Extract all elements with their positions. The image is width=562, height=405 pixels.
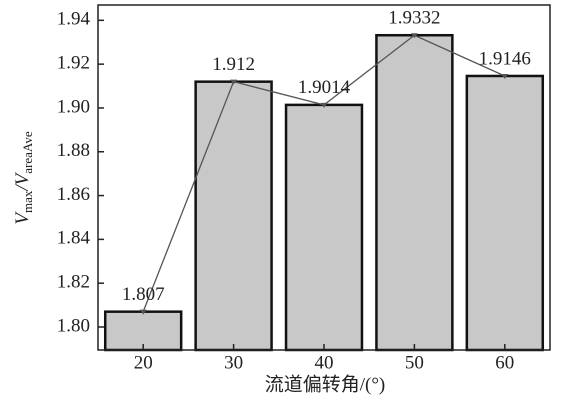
line-marker (139, 309, 147, 315)
line-marker (501, 73, 509, 79)
y-label-part: V (12, 211, 33, 225)
y-label-part: max (20, 190, 35, 213)
data-label: 1.9332 (388, 8, 440, 29)
bar (465, 74, 545, 352)
y-axis-label: Vmax/VareaAve (12, 131, 35, 224)
y-tick-label: 1.90 (57, 96, 90, 117)
y-label-part: areaAve (20, 131, 35, 174)
line-marker (320, 102, 328, 108)
data-label: 1.807 (122, 284, 165, 305)
bar (284, 103, 364, 352)
data-label: 1.9014 (298, 77, 351, 98)
x-tick-label: 20 (134, 352, 153, 373)
x-axis-label: 流道偏转角/(°) (265, 373, 386, 395)
y-tick-label: 1.94 (57, 9, 91, 30)
bar (375, 33, 454, 352)
data-label: 1.9146 (479, 48, 531, 69)
y-tick-label: 1.92 (57, 53, 90, 74)
x-tick-label: 40 (315, 352, 334, 373)
y-tick-label: 1.88 (57, 140, 90, 161)
line-marker (410, 33, 418, 39)
y-tick-label: 1.84 (57, 228, 91, 249)
bar (194, 80, 273, 352)
y-tick-label: 1.80 (57, 315, 90, 336)
bar (103, 310, 183, 352)
x-tick-label: 50 (405, 352, 424, 373)
y-label-part: /V (12, 171, 33, 191)
plot-frame (97, 4, 551, 351)
data-label: 1.912 (212, 54, 255, 75)
x-tick-label: 30 (224, 352, 243, 373)
y-tick-label: 1.82 (57, 272, 90, 293)
x-tick-label: 60 (495, 352, 514, 373)
y-tick-label: 1.86 (57, 184, 90, 205)
line-marker (230, 79, 238, 85)
